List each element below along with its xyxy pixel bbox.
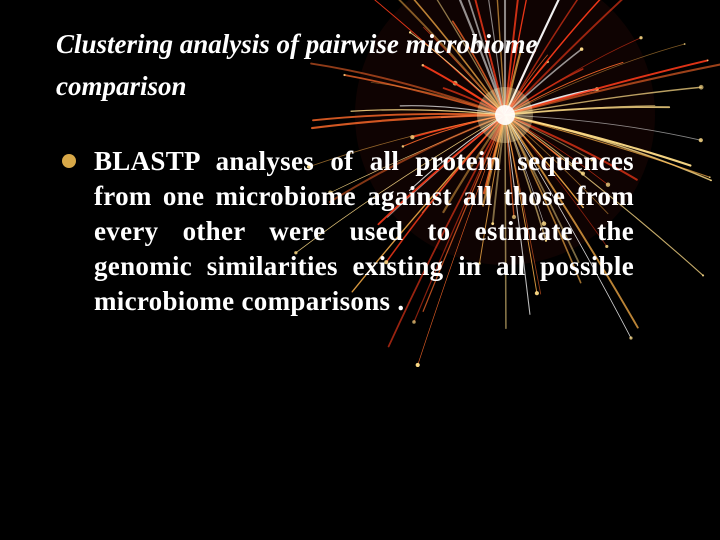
bullet-item: BLASTP analyses of all protein sequences… bbox=[56, 144, 664, 319]
bullet-dot-icon bbox=[62, 154, 76, 168]
slide-content: Clustering analysis of pairwise microbio… bbox=[0, 0, 720, 319]
bullet-text: BLASTP analyses of all protein sequences… bbox=[94, 144, 634, 319]
slide-title: Clustering analysis of pairwise microbio… bbox=[56, 24, 664, 108]
